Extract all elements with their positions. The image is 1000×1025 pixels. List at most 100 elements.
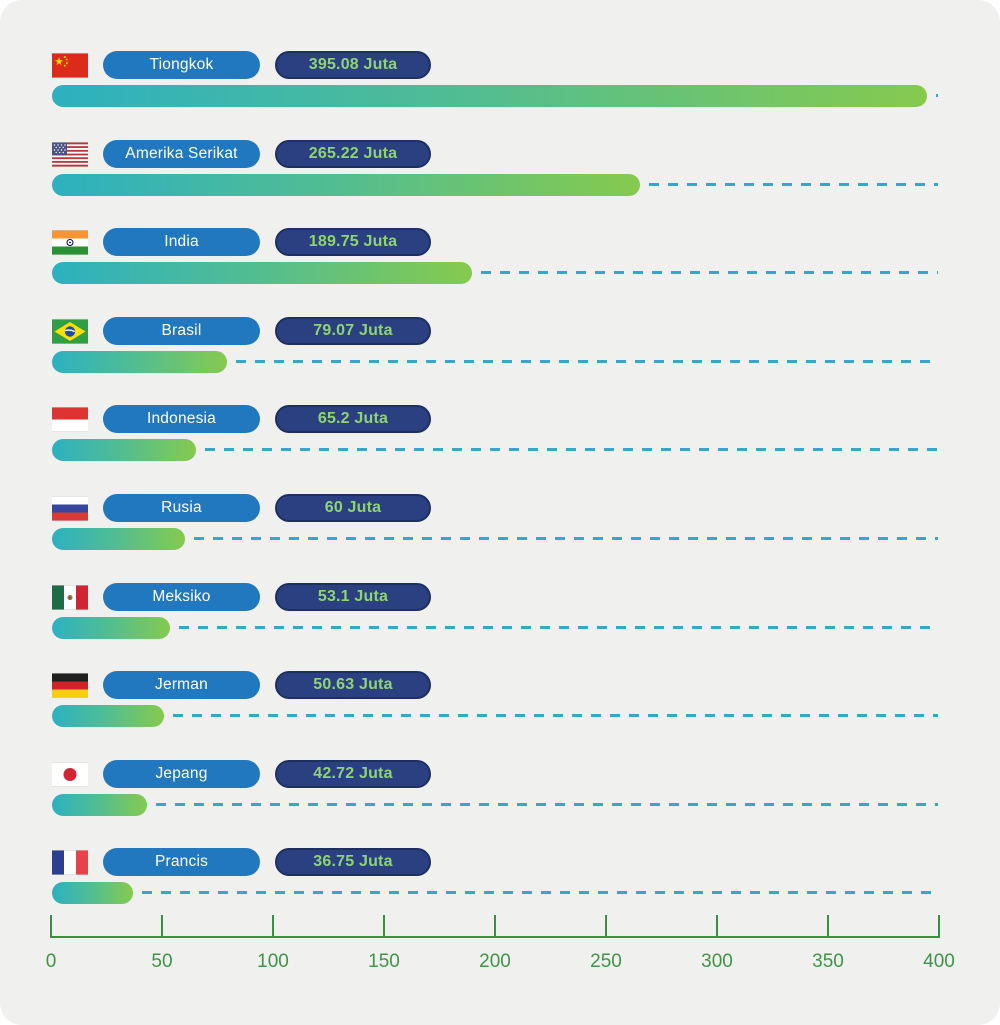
x-axis-tick-label: 200 bbox=[479, 951, 511, 972]
country-label-pill: India bbox=[103, 228, 260, 257]
flag-icon-id bbox=[52, 407, 88, 432]
x-axis-tick bbox=[938, 915, 940, 938]
country-row: Prancis 36.75 Juta bbox=[52, 848, 938, 916]
value-label: 36.75 Juta bbox=[313, 853, 393, 871]
country-name: Tiongkok bbox=[149, 56, 214, 73]
flag-icon-ru bbox=[52, 496, 88, 521]
value-bar bbox=[52, 350, 228, 373]
dashed-gridline bbox=[936, 94, 938, 97]
country-label-pill: Jerman bbox=[103, 671, 260, 700]
x-axis-tick-label: 100 bbox=[257, 951, 289, 972]
dashed-gridline bbox=[142, 891, 938, 895]
value-bar bbox=[52, 616, 170, 639]
country-name: Indonesia bbox=[146, 410, 217, 428]
x-axis-tick bbox=[605, 915, 607, 938]
country-row: Indonesia 65.2 Juta bbox=[52, 405, 938, 473]
value-bar bbox=[52, 262, 473, 285]
flag-icon-fr bbox=[52, 850, 88, 875]
x-axis-tick bbox=[827, 915, 829, 938]
x-axis-tick bbox=[383, 915, 385, 938]
value-label: 53.1 Juta bbox=[317, 587, 389, 605]
value-label: 50.63 Juta bbox=[313, 676, 393, 694]
x-axis-tick-label: 150 bbox=[368, 951, 400, 972]
value-badge: 36.75 Juta bbox=[275, 848, 431, 877]
country-name: Rusia bbox=[161, 499, 202, 516]
country-label-pill: Jepang bbox=[103, 759, 260, 788]
country-label-pill: Tiongkok bbox=[103, 51, 260, 79]
dashed-gridline bbox=[178, 625, 938, 629]
dashed-gridline bbox=[155, 802, 938, 806]
country-name: Brasil bbox=[161, 321, 202, 339]
dashed-gridline bbox=[205, 448, 938, 452]
country-label-pill: Amerika Serikat bbox=[103, 139, 260, 168]
value-badge: 189.75 Juta bbox=[275, 228, 431, 257]
value-bar bbox=[52, 882, 134, 905]
dashed-gridline bbox=[648, 182, 938, 186]
x-axis-tick bbox=[716, 915, 718, 938]
value-label: 42.72 Juta bbox=[313, 764, 393, 782]
country-label-pill: Indonesia bbox=[103, 405, 260, 434]
value-badge: 265.22 Juta bbox=[275, 139, 431, 168]
dashed-gridline bbox=[173, 714, 938, 718]
country-name: Amerika Serikat bbox=[125, 144, 238, 162]
x-axis-tick-label: 350 bbox=[812, 951, 844, 972]
x-axis-tick-label: 250 bbox=[590, 951, 622, 972]
flag-icon-cn bbox=[52, 53, 88, 78]
value-badge: 395.08 Juta bbox=[275, 51, 431, 79]
value-badge: 53.1 Juta bbox=[275, 582, 431, 611]
value-bar bbox=[52, 705, 165, 728]
country-row: Tiongkok 395.08 Juta bbox=[52, 51, 938, 119]
country-name: Meksiko bbox=[152, 587, 211, 605]
country-label-pill: Meksiko bbox=[103, 582, 260, 611]
value-badge: 50.63 Juta bbox=[275, 671, 431, 700]
value-label: 395.08 Juta bbox=[308, 56, 398, 73]
value-label: 189.75 Juta bbox=[308, 233, 398, 251]
value-badge: 79.07 Juta bbox=[275, 316, 431, 345]
value-bar bbox=[52, 85, 928, 107]
country-row: Meksiko 53.1 Juta bbox=[52, 582, 938, 651]
x-axis-tick bbox=[161, 915, 163, 938]
flag-icon-mx bbox=[52, 585, 88, 610]
x-axis-tick-label: 400 bbox=[923, 951, 955, 972]
country-label-pill: Rusia bbox=[103, 494, 260, 522]
country-name: Jerman bbox=[155, 676, 208, 694]
flag-icon-us bbox=[52, 142, 88, 167]
value-label: 265.22 Juta bbox=[308, 144, 398, 162]
flag-icon-de bbox=[52, 673, 88, 698]
value-bar bbox=[52, 528, 185, 550]
value-badge: 60 Juta bbox=[275, 494, 431, 522]
country-name: Prancis bbox=[154, 853, 209, 871]
country-row: Amerika Serikat 265.22 Juta bbox=[52, 139, 938, 208]
value-label: 65.2 Juta bbox=[317, 410, 389, 428]
x-axis-tick bbox=[272, 915, 274, 938]
value-badge: 65.2 Juta bbox=[275, 405, 431, 434]
country-label-pill: Brasil bbox=[103, 316, 260, 345]
dashed-gridline bbox=[193, 537, 938, 540]
country-row: Rusia 60 Juta bbox=[52, 494, 938, 562]
country-name: Jepang bbox=[155, 764, 208, 782]
flag-icon-br bbox=[52, 319, 88, 344]
country-row: Jerman 50.63 Juta bbox=[52, 671, 938, 739]
value-bar bbox=[52, 173, 640, 196]
value-bar bbox=[52, 439, 197, 462]
dashed-gridline bbox=[481, 271, 938, 275]
x-axis-tick bbox=[494, 915, 496, 938]
flag-icon-in bbox=[52, 230, 88, 255]
value-badge: 42.72 Juta bbox=[275, 759, 431, 788]
x-axis-tick-label: 300 bbox=[701, 951, 733, 972]
x-axis-tick bbox=[50, 915, 52, 938]
flag-icon-jp bbox=[52, 762, 88, 787]
country-label-pill: Prancis bbox=[103, 848, 260, 877]
country-row: Jepang 42.72 Juta bbox=[52, 759, 938, 828]
value-label: 60 Juta bbox=[324, 499, 382, 516]
dashed-gridline bbox=[236, 359, 938, 363]
x-axis: 0 50 100 150 200 250 300 350 400 bbox=[46, 915, 955, 985]
x-axis-tick-label: 0 bbox=[45, 951, 57, 972]
country-row: India 189.75 Juta bbox=[52, 228, 938, 296]
value-label: 79.07 Juta bbox=[313, 321, 393, 339]
country-name: India bbox=[164, 233, 199, 251]
value-bar bbox=[52, 793, 147, 816]
country-row: Brasil 79.07 Juta bbox=[52, 316, 938, 385]
x-axis-tick-label: 50 bbox=[151, 951, 173, 972]
